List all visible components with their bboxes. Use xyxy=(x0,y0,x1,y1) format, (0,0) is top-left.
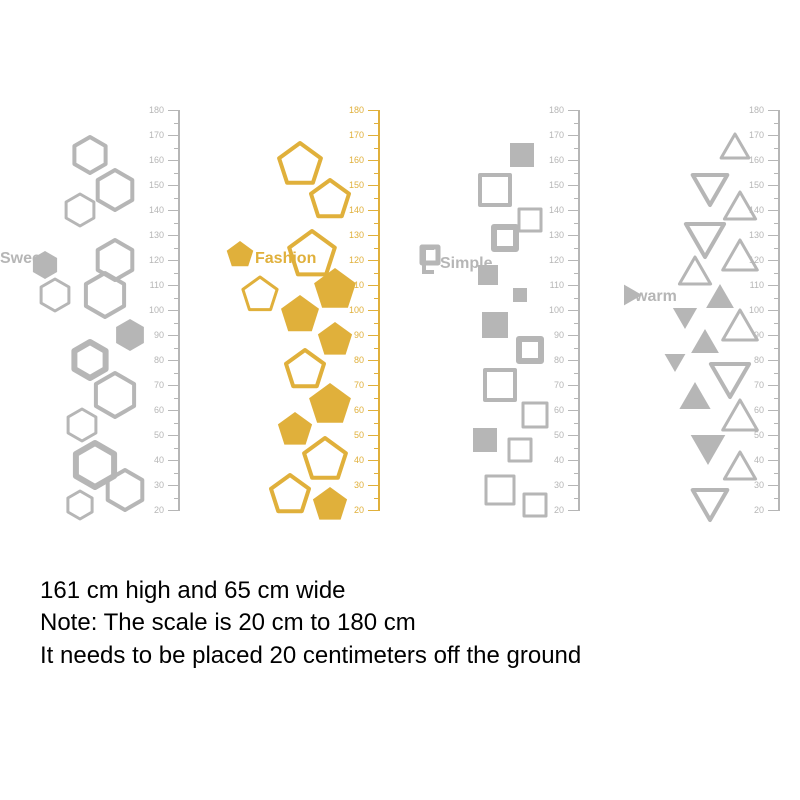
panels-row: 2030405060708090100110120130140150160170… xyxy=(0,100,800,550)
panel-sweet: 2030405060708090100110120130140150160170… xyxy=(0,100,200,550)
panel-simple: 2030405060708090100110120130140150160170… xyxy=(400,100,600,550)
ruler-fashion: 2030405060708090100110120130140150160170… xyxy=(350,110,380,510)
ruler-simple: 2030405060708090100110120130140150160170… xyxy=(550,110,580,510)
ruler-warm: 2030405060708090100110120130140150160170… xyxy=(750,110,780,510)
footer-text: 161 cm high and 65 cm wide Note: The sca… xyxy=(40,575,581,672)
footer-line-1: 161 cm high and 65 cm wide xyxy=(40,575,581,607)
panel-warm: 2030405060708090100110120130140150160170… xyxy=(600,100,800,550)
label-sweet: Sweet xyxy=(0,250,46,268)
ruler-sweet: 2030405060708090100110120130140150160170… xyxy=(150,110,180,510)
label-fashion: Fashion xyxy=(255,250,316,268)
label-warm: warm xyxy=(635,288,677,306)
footer-line-3: It needs to be placed 20 centimeters off… xyxy=(40,640,581,672)
label-simple: Simple xyxy=(440,255,492,273)
footer-line-2: Note: The scale is 20 cm to 180 cm xyxy=(40,607,581,639)
panel-fashion: 2030405060708090100110120130140150160170… xyxy=(200,100,400,550)
